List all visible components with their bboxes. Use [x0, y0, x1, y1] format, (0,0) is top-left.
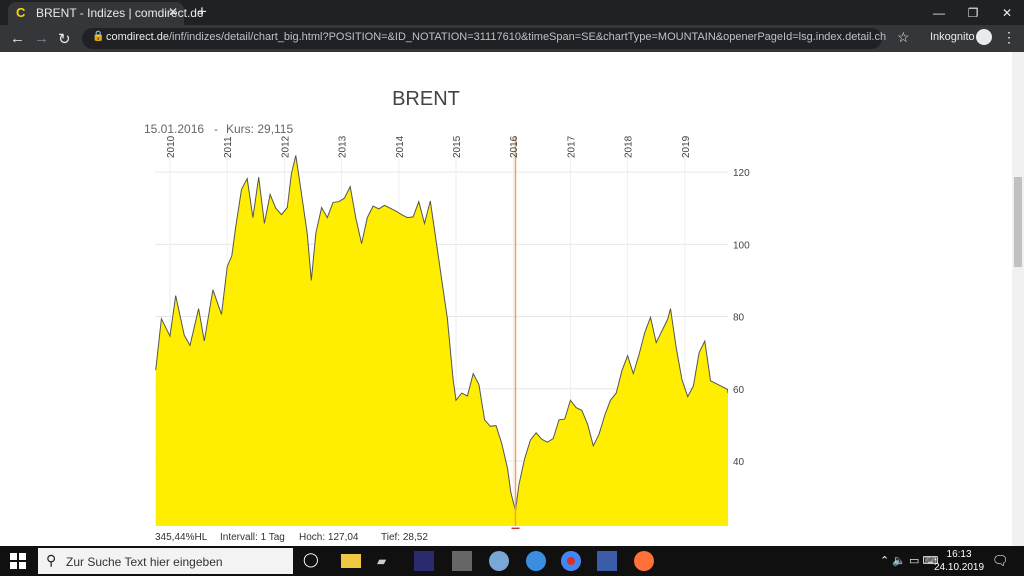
incognito-label: Inkognito: [930, 31, 975, 43]
cursor-separator: -: [214, 122, 218, 136]
x-tick-label: 2012: [280, 135, 291, 158]
close-tab-icon[interactable]: ✕: [167, 5, 178, 19]
tab-title: BRENT - Indizes | comdirect.de: [36, 6, 204, 20]
browser-tab-bar: C BRENT - Indizes | comdirect.de ✕ + — ❐…: [0, 0, 1024, 25]
reload-icon[interactable]: ↻: [58, 31, 71, 48]
taskbar-clock[interactable]: 16:13 24.10.2019: [934, 548, 984, 574]
back-arrow-icon[interactable]: ←: [10, 30, 25, 47]
stats-low: Tief: 28,52: [381, 532, 428, 543]
page-scrollbar[interactable]: [1012, 52, 1024, 546]
close-window-button[interactable]: ✕: [1001, 5, 1013, 20]
app-icon-3[interactable]: [489, 551, 509, 571]
windows-taskbar: ⚲ Zur Suche Text hier eingeben ◯ ▰ ⌃ 🔈 ▭…: [0, 546, 1024, 576]
chrome-icon[interactable]: [561, 551, 581, 571]
x-tick-label: 2016: [509, 135, 520, 158]
scrollbar-thumb[interactable]: [1014, 177, 1022, 267]
chart-plot-area: [155, 155, 728, 526]
cursor-price: Kurs: 29,115: [226, 122, 293, 136]
bookmark-star-icon[interactable]: ☆: [897, 29, 910, 45]
stats-change: 345,44%HL: [155, 532, 208, 543]
notification-icon[interactable]: 🗨: [992, 553, 1009, 568]
app-icon[interactable]: ▰: [377, 554, 387, 568]
address-bar[interactable]: 🔒 comdirect.de/inf/indizes/detail/chart_…: [82, 28, 886, 49]
x-tick-label: 2010: [166, 135, 177, 158]
cursor-date: 15.01.2016: [144, 122, 204, 136]
stats-high: Hoch: 127,04: [299, 532, 359, 543]
search-placeholder: Zur Suche Text hier eingeben: [66, 555, 223, 569]
x-axis-ticks: 2010 2011 2012 2013 2014 2015 2016 2017 2018 2019: [166, 135, 692, 158]
search-icon: ⚲: [46, 552, 57, 568]
y-tick-label: 80: [733, 313, 745, 324]
x-tick-label: 2013: [338, 135, 349, 158]
y-tick-label: 120: [733, 168, 750, 179]
url-text: comdirect.de/inf/indizes/detail/chart_bi…: [106, 31, 886, 43]
app-icon-4[interactable]: [526, 551, 546, 571]
y-tick-label: 100: [733, 240, 750, 251]
y-tick-label: 40: [733, 457, 745, 468]
browser-toolbar: ← → ↻ 🔒 comdirect.de/inf/indizes/detail/…: [0, 25, 1024, 52]
x-tick-label: 2018: [624, 135, 635, 158]
clock-date: 24.10.2019: [934, 562, 985, 573]
page-content: BRENT 15.01.2016 - Kurs: 29,115 2010 2011…: [0, 52, 1012, 546]
price-area: [155, 155, 728, 526]
restore-button[interactable]: ❐: [967, 5, 979, 20]
x-tick-label: 2014: [395, 135, 406, 158]
file-explorer-icon[interactable]: [341, 554, 361, 568]
incognito-icon[interactable]: [976, 29, 992, 45]
stats-interval: Intervall: 1 Tag: [220, 532, 285, 543]
app-icon-5[interactable]: [597, 551, 617, 571]
browser-menu-icon[interactable]: ⋮: [1002, 29, 1016, 45]
clock-time: 16:13: [946, 549, 972, 560]
x-tick-label: 2015: [452, 135, 463, 158]
firefox-icon[interactable]: [634, 551, 654, 571]
lock-icon: 🔒: [92, 31, 105, 42]
y-tick-label: 60: [733, 385, 745, 396]
windows-start-icon[interactable]: [10, 553, 26, 569]
x-tick-label: 2011: [223, 136, 234, 158]
app-icon-2[interactable]: [414, 551, 434, 571]
price-line: [155, 155, 728, 511]
comdirect-favicon-icon: C: [16, 5, 26, 20]
chart-title: BRENT: [392, 88, 460, 110]
task-view-icon[interactable]: ◯: [303, 551, 319, 567]
x-tick-label: 2017: [566, 135, 577, 158]
brent-chart: BRENT 15.01.2016 - Kurs: 29,115 2010 2011…: [144, 88, 750, 543]
y-axis-ticks: 40 60 80 100 120: [733, 168, 750, 468]
system-tray-icons[interactable]: ⌃ 🔈 ▭ ⌨: [880, 555, 939, 567]
minimize-button[interactable]: —: [933, 5, 945, 20]
taskbar-search[interactable]: ⚲ Zur Suche Text hier eingeben: [38, 548, 293, 574]
x-tick-label: 2019: [681, 135, 692, 158]
new-tab-button[interactable]: +: [197, 2, 207, 21]
forward-arrow-icon[interactable]: →: [34, 30, 49, 47]
calculator-icon[interactable]: [452, 551, 472, 571]
browser-tab[interactable]: C BRENT - Indizes | comdirect.de ✕: [8, 2, 204, 25]
window-controls: — ❐ ✕: [922, 0, 1024, 25]
